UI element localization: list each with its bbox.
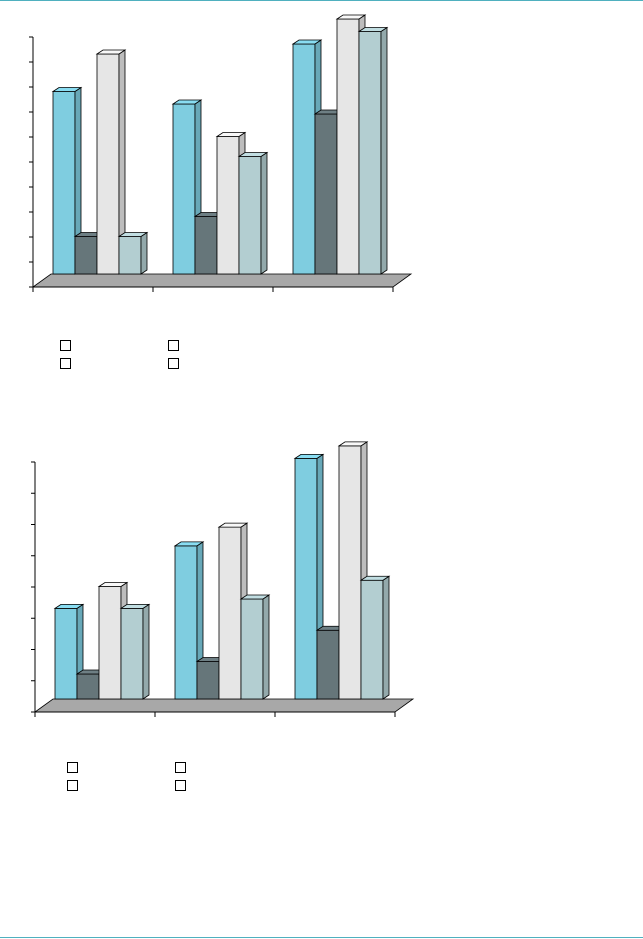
bar-front <box>194 216 218 275</box>
bar-front <box>96 53 120 275</box>
bar-side <box>382 575 390 700</box>
bar-front <box>314 113 338 275</box>
bar-top <box>51 87 83 92</box>
bar-front <box>174 545 198 700</box>
legend-swatch-3 <box>175 762 186 773</box>
bar-front <box>54 607 78 700</box>
bar-front <box>316 629 340 700</box>
bar-front <box>76 673 100 700</box>
bar-top <box>173 541 205 547</box>
bar-front <box>292 43 316 275</box>
bar-series-4-cat-1 <box>119 603 151 700</box>
bar-series-4-cat-1 <box>117 231 149 275</box>
bar-top <box>217 522 249 528</box>
chart-1-floor <box>31 273 413 288</box>
bar-series-4-cat-2 <box>237 151 269 275</box>
bar-top <box>117 232 149 237</box>
bar-side <box>380 26 388 275</box>
bar-top <box>291 39 323 45</box>
bar-front <box>358 31 382 275</box>
bar-top <box>237 152 269 157</box>
bar-top <box>335 14 367 20</box>
legend-swatch-1 <box>67 762 78 773</box>
bar-top <box>359 575 391 581</box>
bar-series-1-cat-1 <box>51 86 83 275</box>
bar-side <box>262 594 270 700</box>
bar-front <box>196 661 220 700</box>
legend-swatch-2 <box>60 358 71 369</box>
bar-top <box>357 27 389 32</box>
bar-front <box>238 156 262 275</box>
bar-top <box>95 49 127 55</box>
bar-side <box>260 151 268 275</box>
bar-top <box>97 582 129 587</box>
bar-side <box>142 603 150 700</box>
chart-2 <box>31 441 415 717</box>
bar-front <box>338 445 362 700</box>
bar-top <box>119 603 151 609</box>
bar-top <box>215 132 247 137</box>
bar-front <box>118 236 142 275</box>
chart-2-floor <box>33 698 415 713</box>
bar-front <box>98 586 122 700</box>
bar-front <box>120 607 144 700</box>
bar-series-4-cat-2 <box>239 594 271 700</box>
bar-top <box>171 99 203 105</box>
bar-series-4-cat-3 <box>357 26 389 275</box>
bar-front <box>336 18 360 275</box>
legend-swatch-4 <box>175 780 186 791</box>
bar-front <box>294 457 318 700</box>
legend-swatch-2 <box>67 780 78 791</box>
bar-front <box>216 136 240 275</box>
bar-top <box>293 453 325 459</box>
legend-swatch-1 <box>60 340 71 351</box>
bar-front <box>360 579 384 700</box>
bar-front <box>74 236 98 275</box>
bar-top <box>239 594 271 600</box>
legend-swatch-3 <box>168 340 179 351</box>
chart-1 <box>29 14 413 292</box>
bottom-rule <box>0 937 643 938</box>
bar-front <box>172 103 196 275</box>
bar-front <box>240 598 264 700</box>
bar-top <box>53 603 85 609</box>
bar-series-4-cat-3 <box>359 575 391 700</box>
bar-front <box>52 91 76 275</box>
bar-top <box>337 441 369 447</box>
top-rule <box>0 0 643 1</box>
bar-side <box>140 231 148 275</box>
legend-swatch-4 <box>168 358 179 369</box>
bar-front <box>218 526 242 700</box>
